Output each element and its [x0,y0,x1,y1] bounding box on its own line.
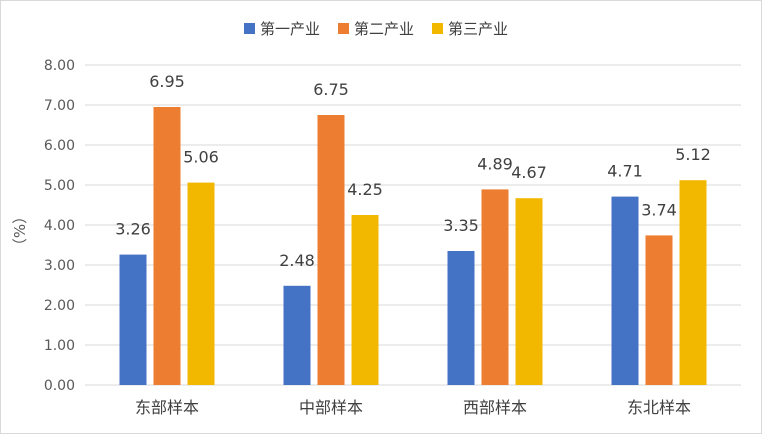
bar-2-4 [645,235,673,385]
y-tick-label: 7.00 [44,98,75,114]
legend-swatch [244,23,255,34]
data-label: 3.26 [115,220,151,239]
data-label: 6.75 [313,80,349,99]
bar-2-1 [153,107,181,385]
legend-label: 第二产业 [354,20,414,38]
data-labels: 3.26 6.95 5.06 2.48 6.75 4.25 3.35 4.894.67 4.71… [115,72,711,270]
data-label: 4.89 [477,154,513,173]
bar-1-2 [283,285,311,385]
bar-1-1 [119,254,147,385]
legend-swatch [338,23,349,34]
data-label: 4.71 [607,162,643,181]
legend-label: 第一产业 [260,20,320,38]
y-tick-label: 2.00 [44,298,75,314]
x-category-label: 东部样本 [135,398,199,417]
data-label: 4.67 [511,163,547,182]
data-label: 3.74 [641,200,677,219]
data-label: 4.25 [347,180,383,199]
y-tick-label: 4.00 [44,218,75,234]
data-label: 2.48 [279,251,315,270]
bar-2-3 [481,189,509,385]
legend: 第一产业 第二产业 第三产业 [244,20,508,38]
y-tick-label: 0.00 [44,378,75,394]
x-axis-categories: 东部样本 中部样本 西部样本 东北样本 [135,398,691,417]
y-tick-label: 6.00 [44,138,75,154]
y-axis-label: （%） [11,209,29,253]
y-tick-label: 5.00 [44,178,75,194]
data-label: 5.06 [183,148,219,167]
y-tick-label: 8.00 [44,58,75,74]
y-tick-label: 1.00 [44,338,75,354]
x-category-label: 东北样本 [627,398,691,417]
legend-swatch [432,23,443,34]
bar-1-4 [611,196,639,385]
data-label: 3.35 [443,216,479,235]
y-axis-ticks: 0.00 1.00 2.00 3.00 4.00 5.00 6.00 7.00 8.00 [44,58,75,394]
bar-3-3 [515,198,543,385]
data-label: 5.12 [675,145,711,164]
x-category-label: 中部样本 [299,398,363,417]
bar-3-2 [351,215,379,385]
bar-1-3 [447,251,475,385]
gridlines [85,64,741,386]
bar-2-2 [317,115,345,385]
bars [119,107,707,385]
data-label: 6.95 [149,72,185,91]
y-tick-label: 3.00 [44,258,75,274]
bar-3-4 [679,180,707,385]
x-category-label: 西部样本 [463,398,527,417]
legend-label: 第三产业 [448,20,508,38]
bar-3-1 [187,182,215,385]
